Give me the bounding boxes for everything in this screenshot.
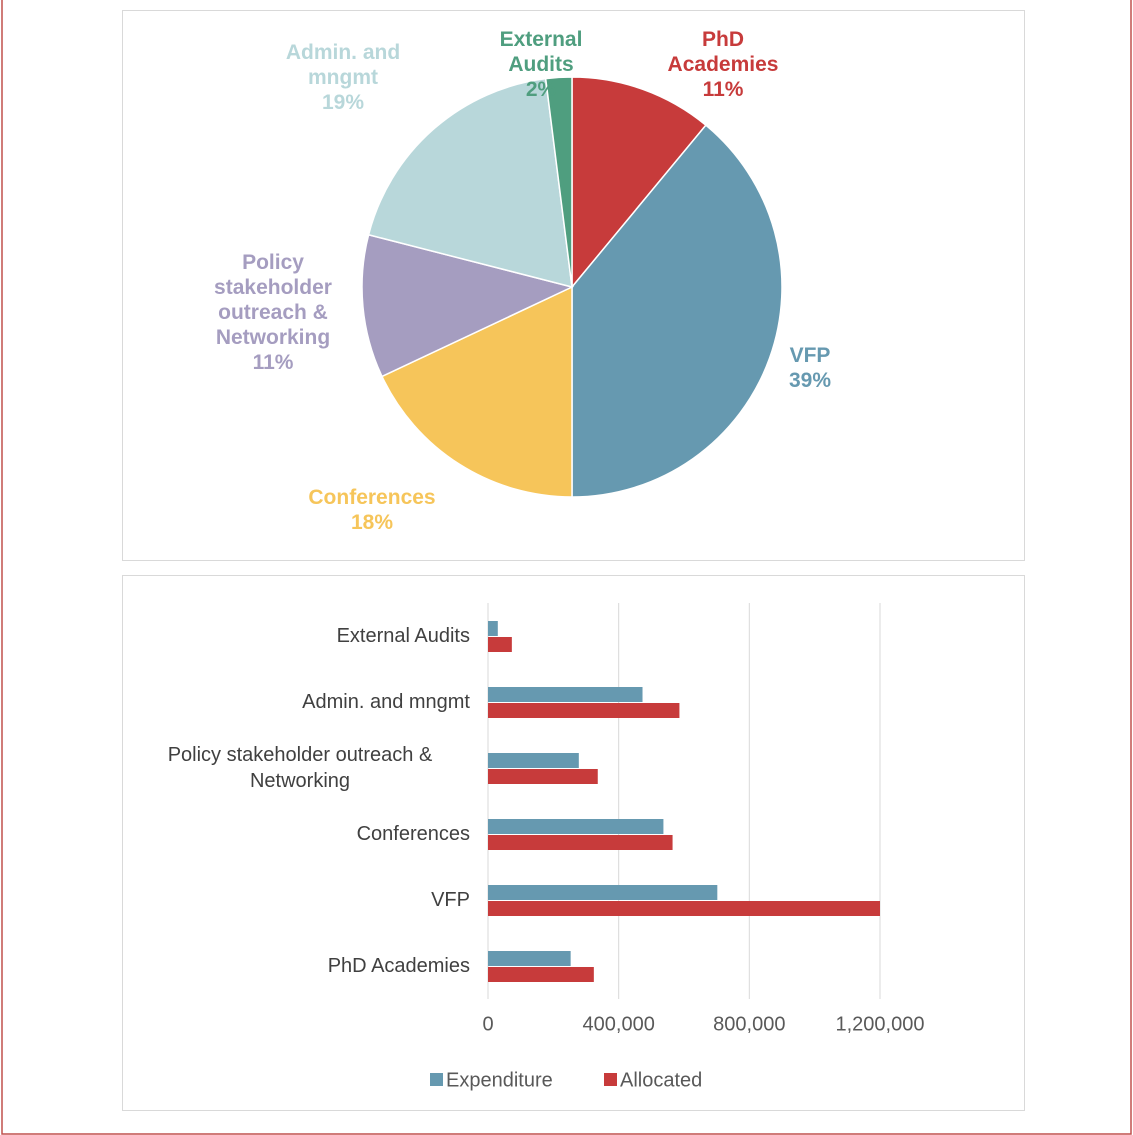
pie-label: PhD Academies 11% [648,27,798,102]
x-tick-label: 0 [482,1013,493,1035]
pie-label: External Audits 2% [486,27,596,102]
bar [488,885,718,900]
pie-label-name: Policy stakeholder outreach & Networking [214,251,332,349]
pie-slice [380,285,573,498]
pie-label: VFP 39% [770,343,850,393]
pie-label-value: 18% [350,511,394,534]
legend-label: Expenditure [446,1069,553,1091]
y-tick-label: Policy stakeholder outreach & Networking [167,744,433,792]
y-tick-label: VFP [431,889,470,911]
pie-label-name: External Audits [499,28,583,76]
bar [488,967,594,982]
bar [488,621,498,636]
pie-slice [361,233,575,378]
y-tick-label: Admin. and mngmt [302,691,470,713]
pie-label-name: PhD Academies [667,28,779,76]
pie-slice [544,76,573,288]
bar [488,901,880,916]
pie-label: Admin. and mngmt 19% [263,40,423,115]
bar [488,703,680,718]
y-tick-label: External Audits [336,625,470,647]
bar [488,687,643,702]
bar [488,819,664,834]
y-tick-label: Conferences [356,823,470,845]
bar [488,835,673,850]
pie-label-value: 11% [702,78,744,101]
bar [488,769,598,784]
pie-slice [571,124,783,498]
pie-label: Conferences 18% [272,485,472,535]
pie-label-value: 11% [252,351,294,374]
pie-label: Policy stakeholder outreach & Networking… [193,250,353,375]
pie-label-value: 19% [321,91,365,114]
y-tick-label: PhD Academies [327,955,470,977]
x-tick-label: 800,000 [713,1013,785,1035]
legend-swatch [430,1073,443,1086]
x-tick-label: 1,200,000 [836,1013,925,1035]
legend-label: Allocated [620,1069,702,1091]
pie-label-name: Admin. and mngmt [285,41,401,89]
x-tick-label: 400,000 [583,1013,655,1035]
bar [488,951,571,966]
pie-label-name: Conferences [308,486,436,509]
pie-slice [367,77,573,289]
pie-label-name: VFP [789,344,831,367]
pie-slice [571,76,707,290]
pie-label-value: 2% [525,78,557,101]
bar [488,753,579,768]
legend-swatch [604,1073,617,1086]
bar [488,637,512,652]
pie-label-value: 39% [788,369,832,392]
